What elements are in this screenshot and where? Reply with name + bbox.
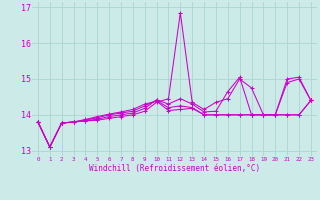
- X-axis label: Windchill (Refroidissement éolien,°C): Windchill (Refroidissement éolien,°C): [89, 164, 260, 173]
